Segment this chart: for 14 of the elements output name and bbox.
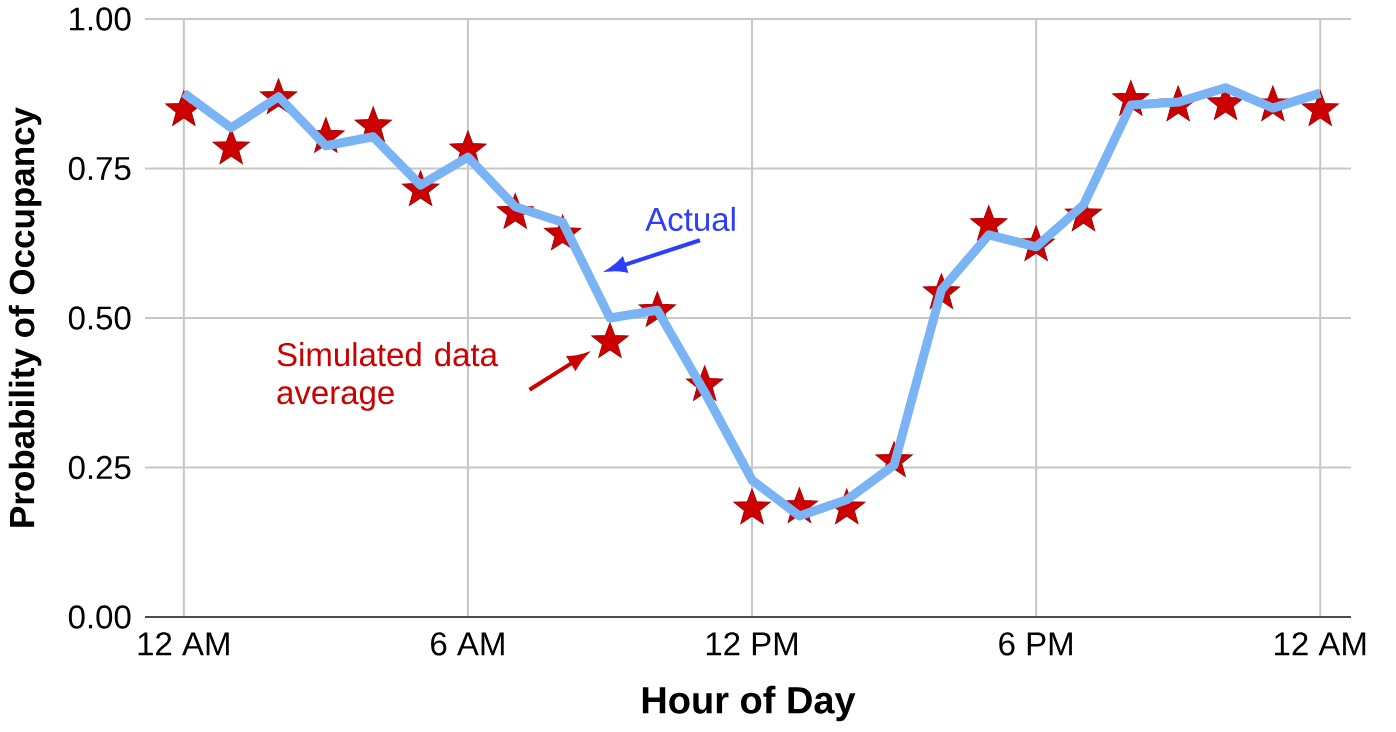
y-tick-label: 0.75 <box>68 156 131 181</box>
y-axis-title: Probability of Occupancy <box>8 107 42 527</box>
y-tick-label: 1.00 <box>70 7 131 31</box>
x-tick-label: 6 PM <box>999 632 1072 656</box>
legend-label: Simulated data average <box>277 342 498 411</box>
x-tick-label: 12 AM <box>1275 632 1366 656</box>
y-tick-label: 0.25 <box>68 455 131 480</box>
x-tick-label: 12 AM <box>138 632 229 656</box>
x-tick-label: 12 PM <box>706 632 797 656</box>
y-tick-label: 0.50 <box>68 306 131 330</box>
text: Actual <box>645 206 735 232</box>
x-tick-label: 6 AM <box>431 632 504 656</box>
x-axis-title: Hour of Day <box>642 685 856 722</box>
y-tick-label: 0.00 <box>68 605 131 629</box>
